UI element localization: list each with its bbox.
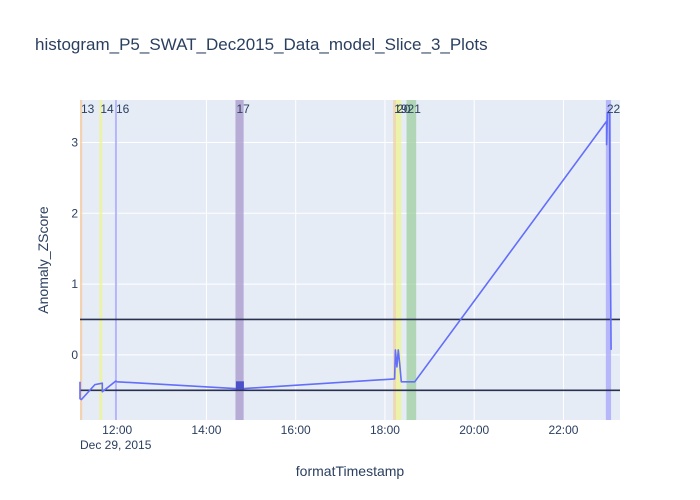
y-axis-title: Anomaly_ZScore — [35, 206, 51, 314]
series-marker — [235, 381, 244, 390]
highlight-bands — [80, 100, 612, 420]
chart-title: histogram_P5_SWAT_Dec2015_Data_model_Sli… — [35, 35, 488, 54]
threshold-lines — [80, 318, 620, 392]
highlight-band — [406, 100, 417, 420]
plot-area — [80, 100, 620, 420]
highlight-band — [80, 100, 83, 420]
x-tick-label: 18:00 — [370, 423, 400, 437]
highlight-band — [396, 100, 402, 420]
x-tick-label: 20:00 — [459, 423, 489, 437]
series-line — [79, 111, 612, 401]
x-axis-date-label: Dec 29, 2015 — [80, 438, 152, 452]
y-axis-ticks: 0 1 2 3 — [71, 135, 78, 361]
series-layer — [79, 111, 612, 401]
x-tick-label: 14:00 — [191, 423, 221, 437]
x-axis-title: formatTimestamp — [296, 463, 405, 479]
x-tick-label: 12:00 — [102, 423, 132, 437]
grid — [80, 100, 620, 420]
highlight-band — [393, 100, 397, 420]
band-label: 16 — [116, 102, 130, 116]
band-label: 17 — [236, 102, 250, 116]
x-axis-ticks: 12:00 14:00 16:00 18:00 20:00 22:00 — [102, 423, 579, 437]
x-tick-label: 22:00 — [548, 423, 578, 437]
band-label: 22 — [607, 102, 621, 116]
highlight-band — [99, 100, 103, 420]
highlight-band — [235, 100, 244, 420]
y-tick-label: 0 — [71, 348, 78, 362]
band-label: 14 — [100, 102, 114, 116]
y-tick-label: 2 — [71, 206, 78, 220]
y-tick-label: 1 — [71, 277, 78, 291]
x-tick-label: 16:00 — [281, 423, 311, 437]
highlight-band — [605, 100, 612, 420]
band-label: 21 — [408, 102, 422, 116]
band-label: 19 — [394, 102, 408, 116]
band-label: 13 — [81, 102, 95, 116]
band-label: 20 — [397, 102, 411, 116]
y-tick-label: 3 — [71, 135, 78, 149]
highlight-band — [114, 100, 118, 420]
